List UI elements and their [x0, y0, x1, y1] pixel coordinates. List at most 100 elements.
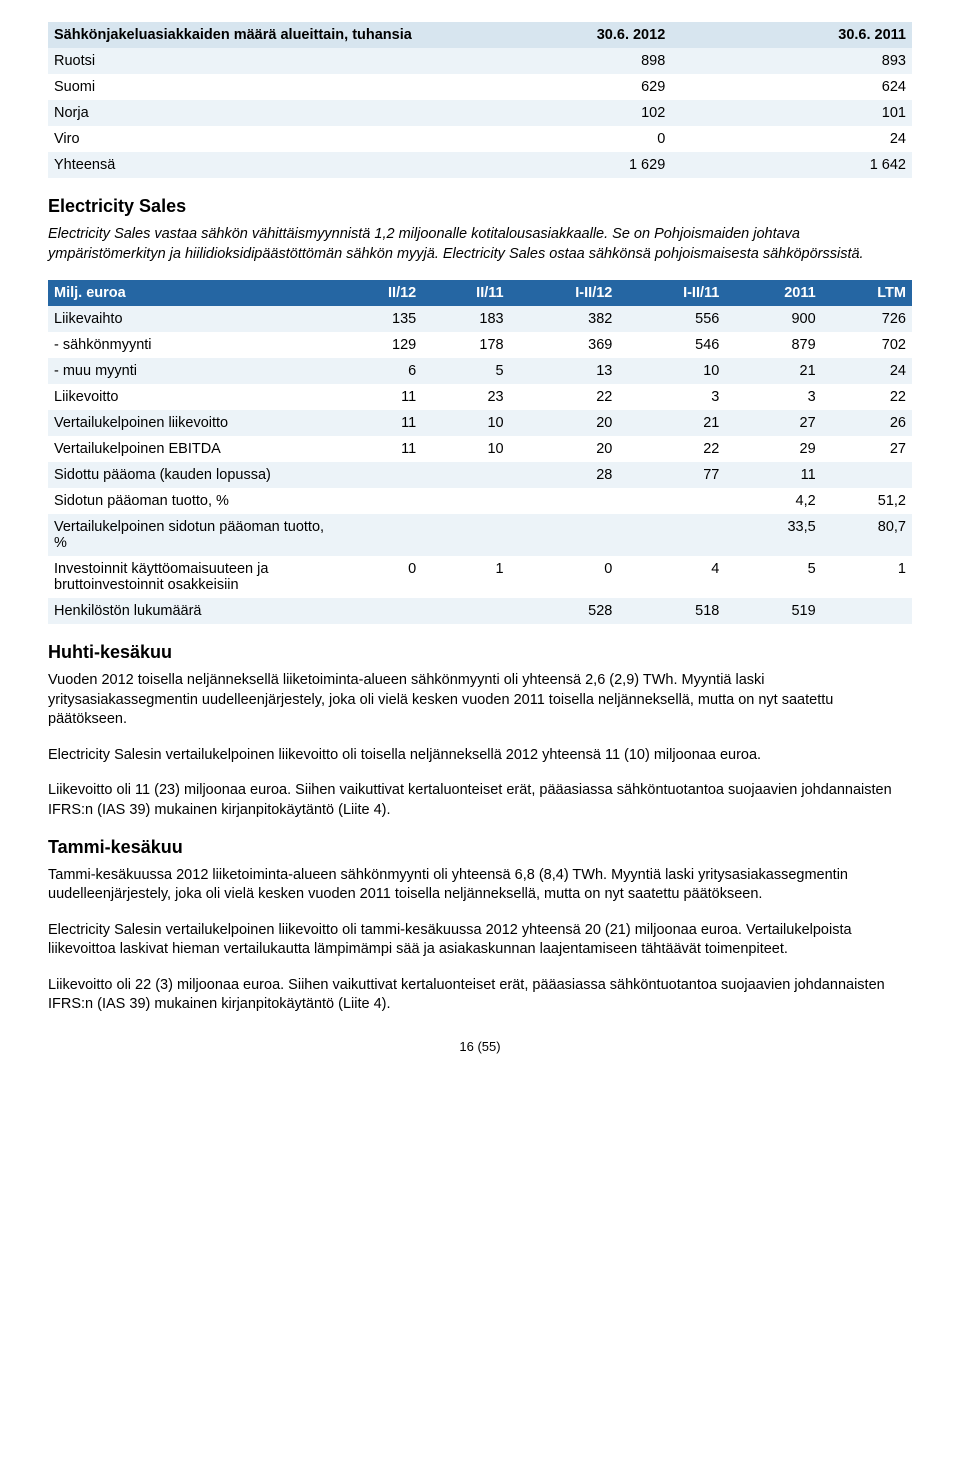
col-header: 30.6. 2011 [671, 22, 912, 48]
table-cell: 11 [725, 462, 821, 488]
table-cell: Suomi [48, 74, 428, 100]
table-cell: 0 [428, 126, 671, 152]
table-row: Liikevaihto135183382556900726 [48, 306, 912, 332]
table-cell: 900 [725, 306, 821, 332]
table-cell: 10 [618, 358, 725, 384]
table-cell: 1 [422, 556, 509, 598]
table-cell [422, 598, 509, 624]
table-cell: 21 [725, 358, 821, 384]
table-row: Vertailukelpoinen liikevoitto11102021272… [48, 410, 912, 436]
table-cell: Henkilöstön lukumäärä [48, 598, 333, 624]
table-cell: 726 [822, 306, 912, 332]
table-cell: 4,2 [725, 488, 821, 514]
table-cell: 11 [333, 410, 422, 436]
financials-table: Milj. euroaII/12II/11I-II/12I-II/112011L… [48, 280, 912, 624]
table-row: Liikevoitto1123223322 [48, 384, 912, 410]
table-cell [333, 598, 422, 624]
table-cell [333, 514, 422, 556]
table-cell: 20 [510, 410, 619, 436]
table-cell: 29 [725, 436, 821, 462]
table-cell [822, 598, 912, 624]
table-cell: 27 [822, 436, 912, 462]
table-cell: Yhteensä [48, 152, 428, 178]
customers-table: Sähkönjakeluasiakkaiden määrä alueittain… [48, 22, 912, 178]
table-cell: 13 [510, 358, 619, 384]
table-cell: 24 [822, 358, 912, 384]
table-cell: 22 [618, 436, 725, 462]
table-cell: 22 [822, 384, 912, 410]
table-cell: 10 [422, 410, 509, 436]
table-cell: Viro [48, 126, 428, 152]
table-cell: 518 [618, 598, 725, 624]
table-cell: 129 [333, 332, 422, 358]
table-cell: 369 [510, 332, 619, 358]
table-cell: Ruotsi [48, 48, 428, 74]
table-cell: 11 [333, 436, 422, 462]
table-cell: 135 [333, 306, 422, 332]
table-cell: 101 [671, 100, 912, 126]
segment-title: Electricity Sales [48, 196, 912, 217]
col-header: Sähkönjakeluasiakkaiden määrä alueittain… [48, 22, 428, 48]
table-cell [510, 488, 619, 514]
table-cell: Liikevoitto [48, 384, 333, 410]
table-row: Henkilöstön lukumäärä 528518519 [48, 598, 912, 624]
table-cell: Norja [48, 100, 428, 126]
table-cell: 26 [822, 410, 912, 436]
table-cell: 20 [510, 436, 619, 462]
table-cell: 3 [725, 384, 821, 410]
para-1: Vuoden 2012 toisella neljänneksellä liik… [48, 671, 912, 730]
table-cell: 0 [333, 556, 422, 598]
table-cell: 22 [510, 384, 619, 410]
col-header: LTM [822, 280, 912, 306]
table-row: Norja102101 [48, 100, 912, 126]
table-cell: Sidotun pääoman tuotto, % [48, 488, 333, 514]
col-header: II/11 [422, 280, 509, 306]
table-cell: 546 [618, 332, 725, 358]
table-row: Ruotsi898893 [48, 48, 912, 74]
table-cell: 80,7 [822, 514, 912, 556]
table-cell: 5 [422, 358, 509, 384]
table-cell: Investoinnit käyttöomaisuuteen ja brutto… [48, 556, 333, 598]
table-cell: 10 [422, 436, 509, 462]
col-header: II/12 [333, 280, 422, 306]
table-cell: Vertailukelpoinen liikevoitto [48, 410, 333, 436]
table-cell [510, 514, 619, 556]
table-cell: 5 [725, 556, 821, 598]
table-cell: 1 629 [428, 152, 671, 178]
table-cell: 6 [333, 358, 422, 384]
table-row: Investoinnit käyttöomaisuuteen ja brutto… [48, 556, 912, 598]
col-header: I-II/11 [618, 280, 725, 306]
table-row: Suomi629624 [48, 74, 912, 100]
table-row: Sidotun pääoman tuotto, %4,251,2 [48, 488, 912, 514]
table-row: Vertailukelpoinen EBITDA111020222927 [48, 436, 912, 462]
table-cell: 893 [671, 48, 912, 74]
table-row: Viro024 [48, 126, 912, 152]
table-cell: 702 [822, 332, 912, 358]
table-cell: 898 [428, 48, 671, 74]
heading-h1: Tammi-kesäkuu [48, 837, 912, 858]
table-cell: 556 [618, 306, 725, 332]
table-cell: 0 [510, 556, 619, 598]
table-row: Yhteensä1 6291 642 [48, 152, 912, 178]
segment-intro: Electricity Sales vastaa sähkön vähittäi… [48, 225, 912, 264]
table-cell: 183 [422, 306, 509, 332]
para-2: Electricity Salesin vertailukelpoinen li… [48, 746, 912, 766]
table-row: Sidottu pääoma (kauden lopussa)287711 [48, 462, 912, 488]
col-header: I-II/12 [510, 280, 619, 306]
table-cell: Vertailukelpoinen sidotun pääoman tuotto… [48, 514, 333, 556]
table-cell: 1 [822, 556, 912, 598]
table-cell [422, 488, 509, 514]
table-cell: 77 [618, 462, 725, 488]
table-cell: 24 [671, 126, 912, 152]
table-cell: 629 [428, 74, 671, 100]
table-cell [618, 488, 725, 514]
page-footer: 16 (55) [48, 1039, 912, 1054]
table-row: - sähkönmyynti129178369546879702 [48, 332, 912, 358]
table-cell [333, 488, 422, 514]
para-5: Electricity Salesin vertailukelpoinen li… [48, 921, 912, 960]
table-cell: 178 [422, 332, 509, 358]
table-cell: - sähkönmyynti [48, 332, 333, 358]
table-cell: 528 [510, 598, 619, 624]
table-cell: 519 [725, 598, 821, 624]
table-cell [422, 514, 509, 556]
